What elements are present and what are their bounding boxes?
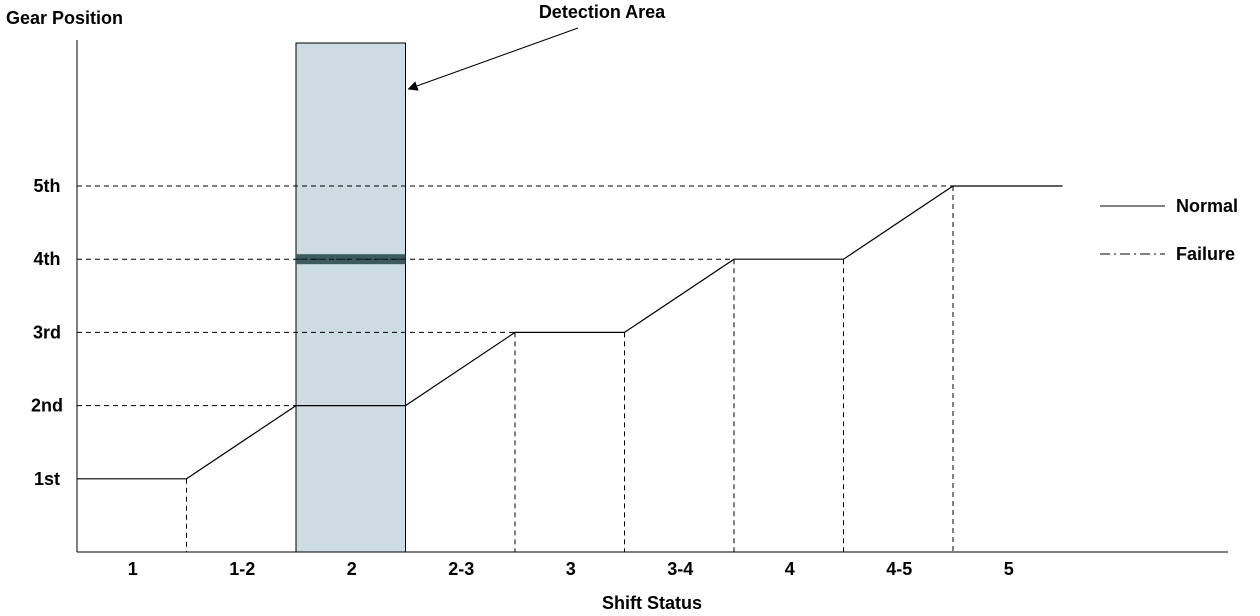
x-axis-label: Shift Status [602, 593, 702, 613]
x-tick-label: 4 [785, 559, 795, 579]
detection-area-arrow [407, 27, 579, 91]
legend-label: Normal [1176, 196, 1238, 216]
y-axis-label: Gear Position [6, 8, 123, 28]
x-tick-label: 1-2 [229, 559, 255, 579]
x-tick-label: 5 [1004, 559, 1014, 579]
x-tick-label: 3 [566, 559, 576, 579]
y-tick-label: 5th [34, 176, 61, 196]
x-tick-label: 1 [128, 559, 138, 579]
series-normal-line [77, 185, 1063, 480]
legend-label: Failure [1176, 244, 1235, 264]
detection-area-label: Detection Area [539, 2, 666, 22]
y-tick-label: 2nd [31, 396, 63, 416]
x-tick-label: 3-4 [667, 559, 693, 579]
x-tick-label: 2 [347, 559, 357, 579]
y-tick-label: 3rd [33, 322, 61, 342]
x-tick-label: 4-5 [886, 559, 912, 579]
detection-area-rect [295, 42, 406, 553]
x-tick-label: 2-3 [448, 559, 474, 579]
y-tick-label: 4th [34, 249, 61, 269]
y-tick-label: 1st [34, 469, 60, 489]
